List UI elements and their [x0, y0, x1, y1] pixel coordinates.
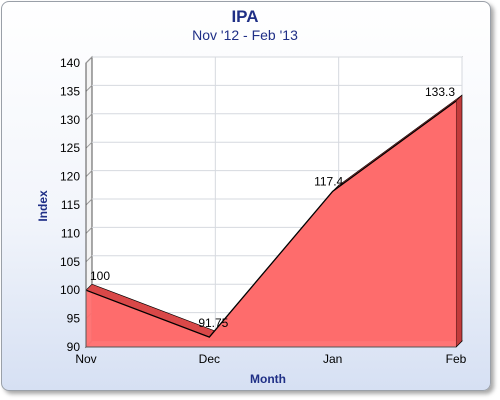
y-tick-label: 135	[60, 84, 80, 98]
area-layer	[85, 63, 463, 348]
gridline-side	[85, 56, 93, 64]
x-tick-label: Jan	[323, 352, 342, 366]
chart-subtitle: Nov '12 - Feb '13	[192, 27, 298, 43]
x-tick-label: Feb	[446, 352, 467, 366]
y-axis-title: Index	[36, 190, 50, 222]
gridline-side	[85, 198, 93, 206]
data-labels: 100 91.75 117.4 133.3	[90, 85, 455, 330]
x-tick-label: Dec	[199, 352, 220, 366]
gridline-side	[85, 113, 93, 121]
data-label: 133.3	[425, 85, 455, 99]
gridline-side	[85, 141, 93, 149]
gridline-side	[85, 227, 93, 234]
y-tick-label: 120	[60, 170, 80, 184]
data-label: 117.4	[314, 174, 343, 188]
y-tick-label: 90	[67, 340, 81, 354]
gridline-side	[85, 255, 93, 263]
y-tick-label: 95	[67, 312, 81, 326]
data-label: 91.75	[198, 316, 228, 330]
y-tick-label: 140	[60, 56, 80, 70]
data-label: 100	[90, 269, 110, 283]
y-tick-label: 115	[61, 198, 80, 212]
y-tick-label: 125	[60, 141, 80, 155]
y-axis-ticks: 90 95 100 105 110 115 120 125 130 135 140	[60, 56, 80, 354]
x-axis-ticks: Nov Dec Jan Feb	[75, 352, 466, 366]
x-tick-label: Nov	[75, 352, 96, 366]
chart-title: IPA	[231, 7, 258, 26]
y-tick-label: 100	[60, 283, 80, 297]
gridline-side	[85, 85, 93, 92]
gridline-side	[85, 170, 93, 177]
area-front-face	[86, 101, 456, 347]
area-end-cap	[455, 94, 463, 348]
y-tick-label: 130	[60, 113, 80, 127]
x-axis-title: Month	[250, 372, 286, 386]
y-tick-label: 105	[60, 255, 80, 269]
y-tick-label: 110	[61, 226, 80, 240]
series-line	[85, 100, 457, 338]
